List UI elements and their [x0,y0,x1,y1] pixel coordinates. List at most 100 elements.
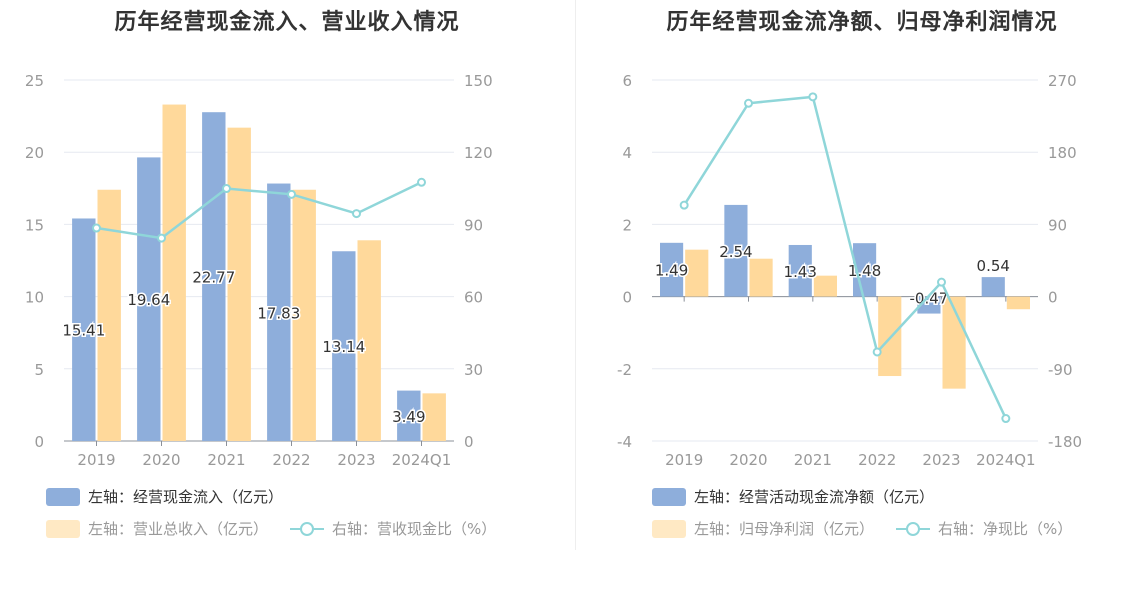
y-left-tick-label: -4 [617,433,632,451]
ratio-line [683,95,1007,420]
bar-value-label: 15.41 [62,322,105,340]
bar-secondary [1006,296,1030,310]
x-tick-label: 2020 [142,451,180,469]
left-legend-ratio-label[interactable]: 右轴：营收现金比（%） [332,520,497,538]
bar-primary [788,244,812,297]
right-legend-profit-label[interactable]: 左轴：归母净利润（亿元） [694,520,875,538]
bar-secondary [813,275,837,297]
bar-secondary [357,240,381,441]
ratio-point [1001,414,1011,424]
bar-value-label: 0.54 [977,257,1010,275]
y-left-tick-label: 2 [622,216,632,234]
bar-value-label: 22.77 [192,269,235,287]
ratio-line [96,181,423,240]
x-tick-label: 2024Q1 [976,451,1036,469]
y-right-tick-label: 60 [464,289,483,307]
bar-primary [724,204,748,297]
y-right-tick-label: 180 [1048,144,1077,162]
ratio-point [808,92,818,102]
legend-swatch-yellow [652,519,686,538]
y-left-tick-label: 6 [622,72,632,90]
y-left-tick-label: 10 [25,289,44,307]
legend-swatch-blue [46,487,80,506]
bar-primary [981,277,1005,297]
right-chart-title: 历年经营现金流净额、归母净利润情况 [666,10,1058,35]
bar-secondary [97,189,121,441]
bar-secondary [162,104,186,441]
y-left-tick-label: 0 [34,433,44,451]
bar-value-label: 2.54 [719,243,752,261]
y-left-tick-label: 4 [622,144,632,162]
bar-value-label: 3.49 [392,408,425,426]
ratio-point [157,233,166,243]
x-tick-label: 2021 [794,451,832,469]
y-left-tick-label: 15 [25,216,44,234]
y-right-tick-label: 0 [464,433,474,451]
ratio-point [417,177,426,187]
bar-value-label: 13.14 [322,338,365,356]
y-left-tick-label: 0 [622,289,632,307]
bar-secondary [292,189,316,441]
ratio-point [287,189,296,199]
x-tick-label: 2022 [858,451,896,469]
y-right-tick-label: 90 [464,216,483,234]
y-left-tick-label: -2 [617,361,632,379]
x-tick-label: 2021 [207,451,245,469]
bar-primary [660,242,684,297]
x-tick-label: 2023 [337,451,375,469]
bar-value-label: 1.48 [848,262,881,280]
bar-value-label: 1.49 [655,262,688,280]
left-chart-plot: 0 5 10 15 20 25 0 30 60 90 120 150 2019 2020 2021 2022 2… [25,72,493,469]
x-tick-label: 2022 [272,451,310,469]
ratio-point [92,223,101,233]
y-right-tick-label: -180 [1048,433,1082,451]
bar-primary [332,251,356,441]
ratio-point [352,209,361,219]
x-tick-label: 2019 [77,451,115,469]
right-chart-plot: -4 -2 0 2 4 6 -180 -90 0 90 180 270 2019 2020 2021 2022… [617,72,1082,469]
bar-secondary [749,258,773,297]
ratio-point [222,184,231,194]
ratio-point [679,200,689,210]
bar-primary [137,157,161,441]
y-right-tick-label: 30 [464,361,483,379]
y-left-tick-label: 25 [25,72,44,90]
y-right-tick-label: 150 [464,72,493,90]
y-right-tick-label: 270 [1048,72,1077,90]
bar-primary [267,183,291,442]
bar-primary [397,390,421,441]
legend-line-icon [290,520,325,538]
bar-secondary [422,393,446,441]
bar-value-label: 1.43 [784,263,817,281]
bar-secondary [878,296,902,377]
x-tick-label: 2019 [665,451,703,469]
left-legend-inflow[interactable]: 左轴：经营现金流入（亿元） [46,486,283,507]
x-tick-label: 2024Q1 [392,451,452,469]
ratio-point [937,277,946,287]
right-legend-row2: 左轴：归母净利润（亿元） 右轴：净现比（%） [652,518,1072,539]
y-right-tick-label: -90 [1048,361,1073,379]
bar-value-label: 19.64 [127,291,170,309]
right-legend-netflow-label: 左轴：经营活动现金流净额（亿元） [694,488,935,506]
right-legend-ratio-label[interactable]: 右轴：净现比（%） [938,520,1073,538]
bar-value-label: 17.83 [257,304,300,322]
y-left-tick-label: 5 [34,361,44,379]
right-legend-netflow[interactable]: 左轴：经营活动现金流净额（亿元） [652,486,934,507]
x-tick-label: 2023 [922,451,960,469]
left-legend-inflow-label: 左轴：经营现金流入（亿元） [88,488,284,506]
left-chart-title: 历年经营现金流入、营业收入情况 [114,10,460,35]
panel-divider [575,0,576,550]
ratio-point [872,347,882,357]
legend-swatch-blue [652,487,686,506]
left-legend-row2: 左轴：营业总收入（亿元） 右轴：营收现金比（%） [46,518,496,539]
legend-line-icon [896,520,931,538]
legend-swatch-yellow [46,519,80,538]
ratio-point [744,98,753,108]
bar-secondary [685,249,709,297]
y-right-tick-label: 120 [464,144,493,162]
y-right-tick-label: 90 [1048,216,1067,234]
left-chart-panel: 历年经营现金流入、营业收入情况 0 5 10 15 20 25 0 30 60 90 120 150 2… [25,10,496,539]
y-right-tick-label: 0 [1048,289,1058,307]
y-left-tick-label: 20 [25,144,44,162]
left-legend-revenue-label[interactable]: 左轴：营业总收入（亿元） [88,520,269,538]
